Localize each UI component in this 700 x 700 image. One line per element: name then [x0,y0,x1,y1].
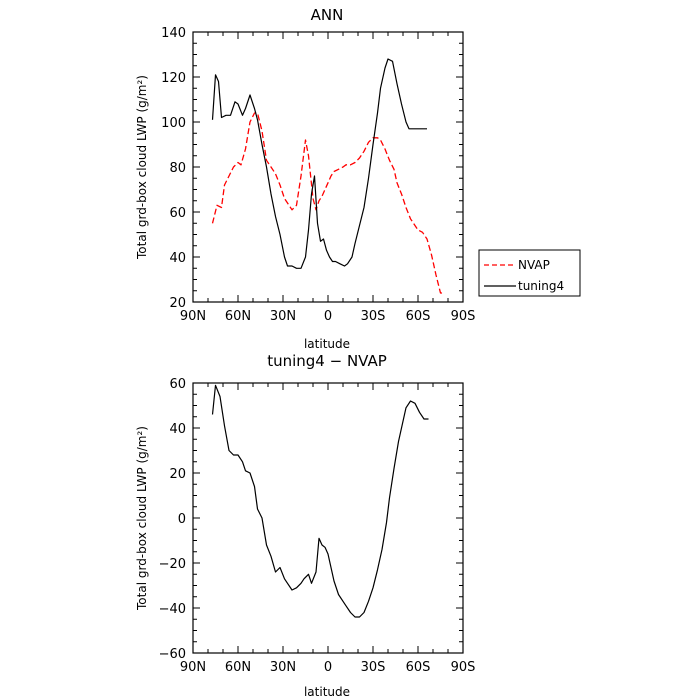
top-y-tick-label: 60 [169,206,186,221]
top-x-tick-label: 0 [324,309,332,324]
bottom-panel: tuning4 − NVAP −60 −40 −20 0 20 40 60 90N 60N 30N… [135,352,475,699]
top-nvap-series-line [211,112,444,294]
legend: NVAP tuning4 [478,249,581,297]
bottom-chart-title: tuning4 − NVAP [267,352,387,370]
bottom-y-tick-label: −40 [159,602,186,617]
bottom-ticks: −60 −40 −20 0 20 40 60 90N 60N 30N 0 30S 60S 90S [159,377,476,675]
bottom-difference-series-line [211,384,429,618]
bottom-x-axis-label: latitude [304,685,350,699]
bottom-x-tick-label: 30S [361,660,386,675]
bottom-y-tick-label: 20 [169,467,186,482]
top-y-tick-label: 80 [169,161,186,176]
bottom-y-tick-label: 60 [169,377,186,392]
bottom-x-tick-label: 90S [451,660,476,675]
bottom-y-tick-label: 40 [169,422,186,437]
top-panel: ANN 20 40 60 80 100 120 140 90N 60N 30N 0 30S 60S 90S… [135,6,475,351]
bottom-series [211,384,429,618]
bottom-y-axis-label: Total grd-box cloud LWP (g/m²) [135,426,149,611]
bottom-y-tick-label: −20 [159,557,186,572]
top-x-tick-label: 60S [406,309,431,324]
bottom-x-tick-label: 0 [324,660,332,675]
top-x-tick-label: 60N [225,309,251,324]
top-chart-title: ANN [311,6,344,24]
top-y-tick-label: 20 [169,296,186,311]
legend-label-nvap: NVAP [518,258,550,272]
bottom-plot-frame [192,382,464,654]
top-y-tick-label: 40 [169,251,186,266]
top-ticks: 20 40 60 80 100 120 140 90N 60N 30N 0 30S 60S 90S [161,26,475,324]
bottom-x-tick-label: 30N [270,660,296,675]
legend-box [478,249,581,297]
top-y-tick-label: 140 [161,26,186,41]
top-x-tick-label: 90N [180,309,206,324]
top-x-tick-label: 90S [451,309,476,324]
bottom-y-tick-label: 0 [178,512,186,527]
top-y-tick-label: 100 [161,116,186,131]
legend-label-tuning4: tuning4 [518,279,564,293]
top-series [211,58,444,294]
top-x-tick-label: 30N [270,309,296,324]
top-x-tick-label: 30S [361,309,386,324]
top-plot-frame [192,31,464,303]
top-y-axis-label: Total grd-box cloud LWP (g/m²) [135,75,149,260]
bottom-x-tick-label: 90N [180,660,206,675]
top-tuning4-series-line [211,58,427,269]
bottom-x-tick-label: 60S [406,660,431,675]
bottom-y-tick-label: −60 [159,647,186,662]
top-y-tick-label: 120 [161,71,186,86]
bottom-x-tick-label: 60N [225,660,251,675]
top-x-axis-label: latitude [304,337,350,351]
